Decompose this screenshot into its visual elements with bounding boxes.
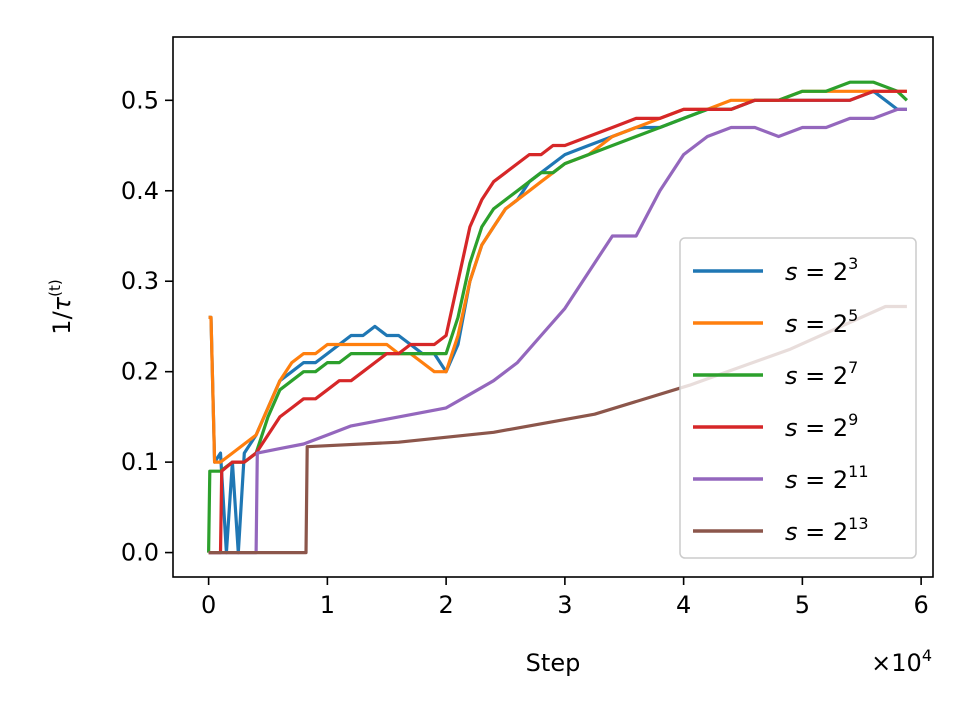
y-axis-label-main: 1/ [48, 310, 76, 334]
y-tick-label: 0.5 [121, 86, 159, 114]
y-tick-label: 0.1 [121, 448, 159, 476]
series-line-5 [208, 89, 907, 464]
legend-label: s = 29 [785, 410, 858, 442]
x-tick-label: 3 [557, 591, 572, 619]
axes-frame [172, 36, 934, 578]
x-axis: 0 1 2 3 4 5 6 [201, 577, 929, 619]
x-tick-label: 1 [320, 591, 335, 619]
legend-box [679, 237, 917, 559]
y-tick-label: 0.4 [121, 177, 159, 205]
legend-label: s = 25 [785, 306, 858, 338]
x-tick-label: 0 [201, 591, 216, 619]
legend-label: s = 27 [785, 358, 858, 390]
y-axis-label-superscript: (t) [46, 279, 64, 297]
y-tick-label: 0.3 [121, 267, 159, 295]
x-axis-label: Step [526, 649, 581, 677]
legend-label: s = 211 [785, 462, 869, 494]
x-tick-label: 6 [913, 591, 928, 619]
x-tick-label: 4 [676, 591, 691, 619]
x-multiplier-base: ×10 [871, 649, 922, 677]
legend: s = 23 s = 25 s = 27 s = 29 s = 211 s = 213 [679, 237, 917, 559]
x-tick-label: 2 [438, 591, 453, 619]
y-axis: 0.0 0.1 0.2 0.3 0.4 0.5 [121, 86, 173, 567]
legend-label: s = 23 [785, 254, 858, 286]
x-tick-label: 5 [795, 591, 810, 619]
x-multiplier-label: ×104 [871, 646, 932, 677]
series-line-11 [208, 107, 907, 555]
series-line-9 [208, 89, 907, 555]
y-tick-label: 0.0 [121, 539, 159, 567]
legend-label: s = 213 [785, 514, 869, 546]
y-axis-label: 1/τ(t) [46, 279, 76, 334]
y-axis-label-symbol: τ [48, 296, 76, 311]
x-multiplier-exponent: 4 [922, 646, 932, 665]
y-tick-label: 0.2 [121, 358, 159, 386]
